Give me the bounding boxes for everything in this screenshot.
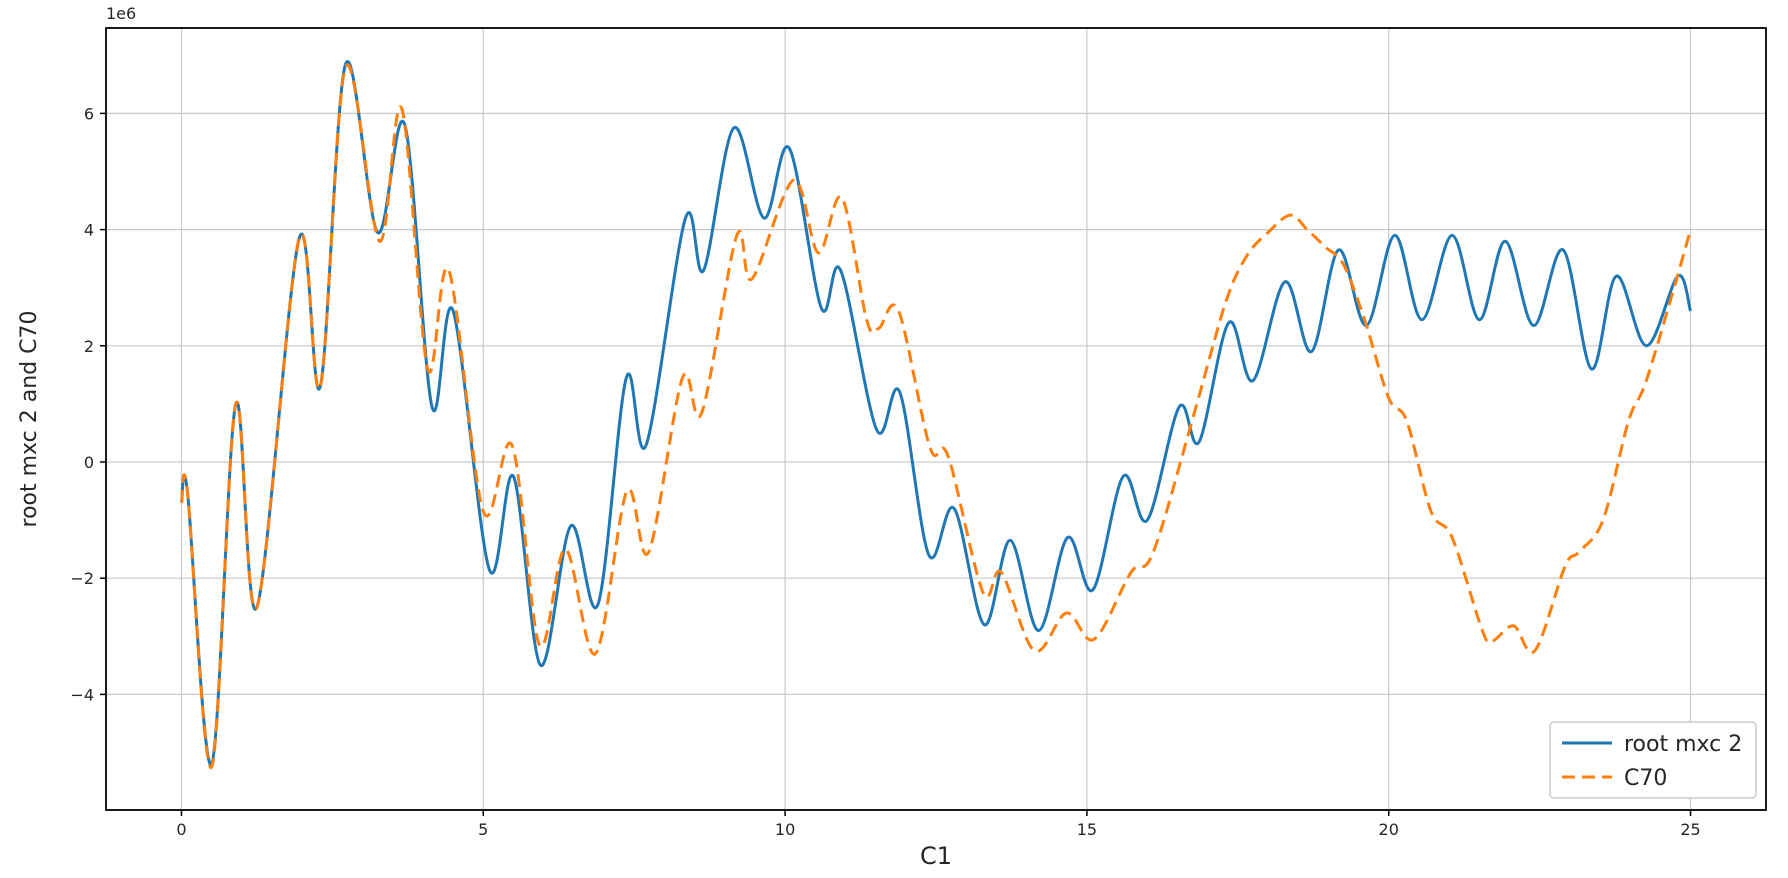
- y-tick-label: 2: [84, 337, 94, 356]
- legend-label-root-mxc-2: root mxc 2: [1624, 732, 1742, 757]
- y-tick-label: −4: [70, 685, 94, 704]
- y-axis-offset-label: 1e6: [106, 4, 136, 23]
- legend-frame: [1549, 721, 1757, 799]
- series-lines: [180, 60, 1692, 769]
- axes-frame: [105, 27, 1767, 811]
- series-path-root-mxc-2: [180, 60, 1692, 766]
- x-tick-label: 10: [775, 820, 795, 839]
- x-tick-label: 0: [176, 820, 186, 839]
- x-tick-label: 25: [1680, 820, 1700, 839]
- tick-marks: [100, 112, 1692, 816]
- y-tick-label: −2: [70, 569, 94, 588]
- plot-area: [106, 28, 1766, 810]
- y-tick-label: 0: [84, 453, 94, 472]
- legend: root mxc 2 C70: [1549, 721, 1757, 799]
- y-tick-label: 6: [84, 104, 94, 123]
- x-axis-label: C1: [920, 842, 952, 870]
- y-tick-labels: −4 −2 0 2 4 6: [70, 104, 94, 704]
- x-tick-label: 15: [1077, 820, 1097, 839]
- x-tick-label: 20: [1379, 820, 1399, 839]
- x-tick-labels: 0 5 10 15 20 25: [176, 820, 1700, 839]
- y-axis-label: root mxc 2 and C70: [17, 311, 42, 528]
- y-tick-label: 4: [84, 221, 94, 240]
- x-tick-label: 5: [478, 820, 488, 839]
- legend-label-c70: C70: [1624, 766, 1667, 791]
- series-path-c70: [180, 63, 1692, 769]
